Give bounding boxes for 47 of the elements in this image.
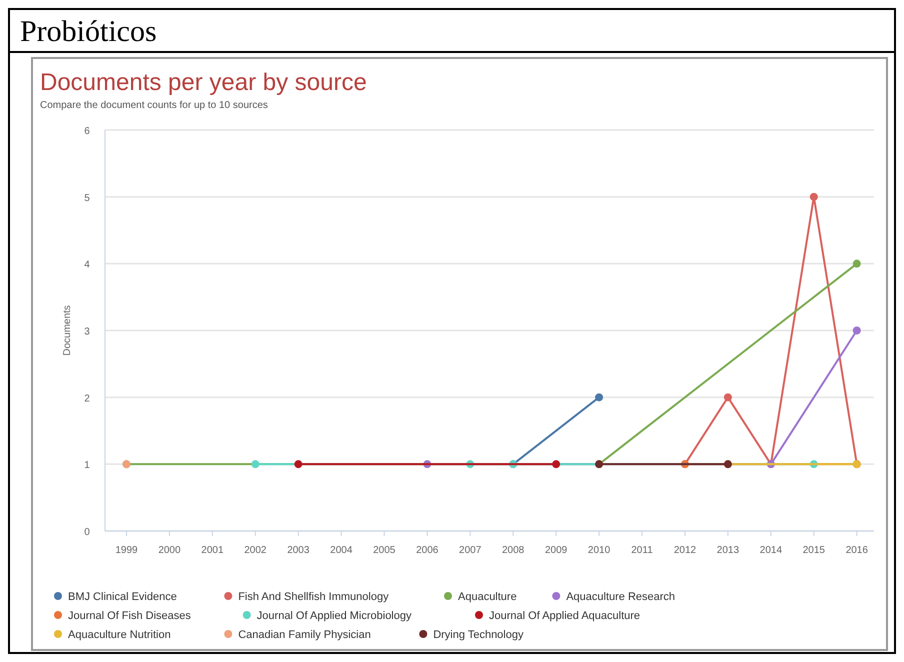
point — [552, 460, 560, 468]
x-tick-label: 2014 — [760, 545, 782, 556]
legend-label: Canadian Family Physician — [238, 629, 371, 641]
legend-label: Journal Of Fish Diseases — [68, 610, 192, 622]
y-tick-label: 2 — [84, 393, 90, 404]
x-tick-label: 2008 — [502, 545, 525, 556]
y-tick-label: 1 — [84, 460, 90, 472]
x-tick-label: 2006 — [416, 545, 439, 556]
y-tick-label: 0 — [84, 527, 90, 538]
point — [852, 260, 861, 268]
chart-subtitle: Compare the document counts for up to 10 sources — [40, 100, 268, 111]
x-tick-label: 1999 — [115, 545, 138, 556]
legend-label: Aquaculture — [458, 591, 517, 603]
point — [595, 393, 604, 402]
x-tick-label: 2001 — [201, 545, 224, 556]
point — [724, 393, 732, 402]
chart-title: Documents per year by source — [40, 69, 367, 96]
x-tick-label: 2005 — [373, 545, 396, 556]
y-tick-label: 4 — [84, 260, 90, 271]
x-tick-label: 2004 — [330, 545, 353, 556]
x-tick-label: 2009 — [544, 545, 568, 556]
legend-label: Aquaculture Research — [566, 591, 676, 603]
y-tick-label: 5 — [84, 192, 90, 204]
point — [294, 460, 302, 468]
x-tick-label: 2011 — [631, 545, 654, 556]
legend-label: BMJ Clinical Evidence — [68, 591, 177, 603]
x-tick-label: 2003 — [287, 545, 310, 556]
y-axis-title: Documents — [62, 305, 73, 356]
y-tick-label: 6 — [84, 126, 90, 137]
x-tick-label: 2015 — [802, 545, 826, 556]
x-tick-label: 2000 — [158, 545, 181, 556]
y-tick-label: 3 — [84, 326, 90, 338]
x-tick-label: 2002 — [244, 545, 267, 556]
x-tick-label: 2010 — [588, 545, 611, 556]
x-tick-label: 2012 — [674, 545, 697, 556]
x-tick-label: 2007 — [459, 545, 482, 556]
legend-label: Journal Of Applied Microbiology — [256, 610, 412, 622]
legend-label: Drying Technology — [433, 629, 524, 641]
legend-label: Fish And Shellfish Immunology — [238, 591, 390, 603]
x-tick-label: 2016 — [846, 545, 868, 556]
point — [251, 460, 260, 468]
x-tick-label: 2013 — [716, 545, 740, 556]
text: Probióticos — [20, 15, 157, 48]
legend-label: Journal Of Applied Aquaculture — [489, 610, 640, 622]
point — [852, 326, 861, 334]
point — [810, 192, 818, 201]
legend-label: Aquaculture Nutrition — [68, 629, 171, 641]
